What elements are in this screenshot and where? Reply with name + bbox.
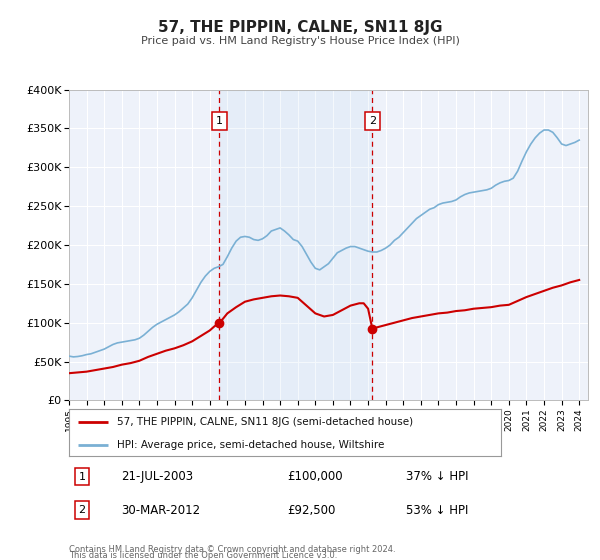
Text: 37% ↓ HPI: 37% ↓ HPI (406, 470, 469, 483)
Text: Contains HM Land Registry data © Crown copyright and database right 2024.: Contains HM Land Registry data © Crown c… (69, 545, 395, 554)
Text: £100,000: £100,000 (287, 470, 343, 483)
Text: 1: 1 (216, 116, 223, 125)
Text: £92,500: £92,500 (287, 503, 335, 517)
Text: 2: 2 (369, 116, 376, 125)
Text: 53% ↓ HPI: 53% ↓ HPI (406, 503, 469, 517)
Bar (220, 90, 373, 400)
Text: 1: 1 (79, 472, 85, 482)
Text: 57, THE PIPPIN, CALNE, SN11 8JG (semi-detached house): 57, THE PIPPIN, CALNE, SN11 8JG (semi-de… (116, 417, 413, 427)
Text: 21-JUL-2003: 21-JUL-2003 (121, 470, 193, 483)
Text: 30-MAR-2012: 30-MAR-2012 (121, 503, 200, 517)
Text: This data is licensed under the Open Government Licence v3.0.: This data is licensed under the Open Gov… (69, 551, 337, 560)
Text: Price paid vs. HM Land Registry's House Price Index (HPI): Price paid vs. HM Land Registry's House … (140, 36, 460, 46)
Text: HPI: Average price, semi-detached house, Wiltshire: HPI: Average price, semi-detached house,… (116, 440, 384, 450)
Text: 57, THE PIPPIN, CALNE, SN11 8JG: 57, THE PIPPIN, CALNE, SN11 8JG (158, 20, 442, 35)
Text: 2: 2 (79, 505, 86, 515)
